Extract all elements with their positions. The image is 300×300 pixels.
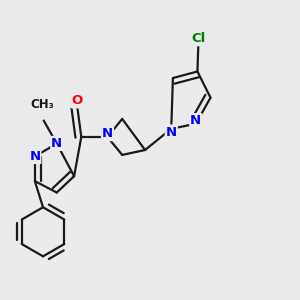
Text: N: N [51, 137, 62, 150]
Text: N: N [166, 125, 177, 139]
Text: N: N [102, 127, 113, 140]
Text: CH₃: CH₃ [30, 98, 54, 111]
Text: Cl: Cl [191, 32, 206, 45]
Text: N: N [29, 150, 40, 163]
Text: N: N [190, 114, 201, 127]
Text: O: O [72, 94, 83, 107]
